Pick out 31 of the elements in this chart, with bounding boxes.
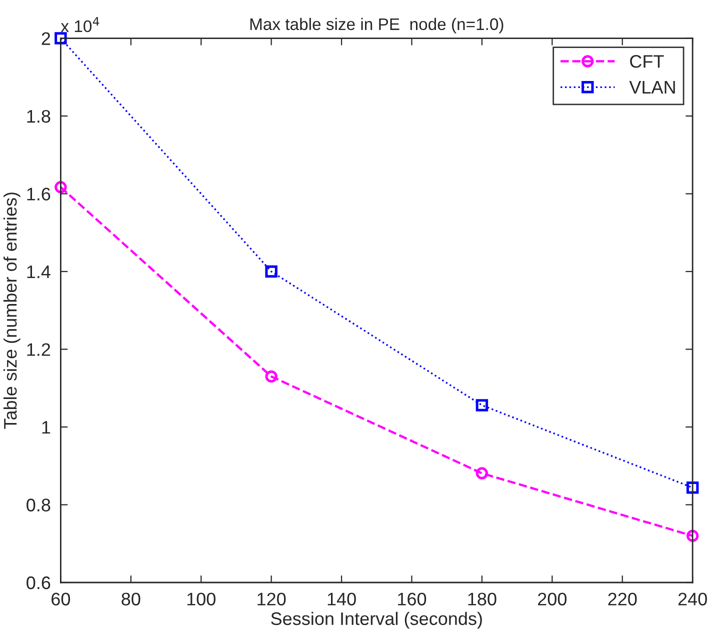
x-tick-label: 240 [678,592,707,606]
legend-label: CFT [630,55,664,68]
y-axis-title: Table size (number of entries) [3,192,20,429]
y-tick-label: 1 [42,421,50,434]
point [686,482,699,494]
x-tick-label: 200 [538,592,567,606]
x-tick-label: 160 [398,592,426,606]
y-tick-label: 0.6 [26,576,50,590]
y-tick-label: 0.8 [26,498,50,512]
point [265,265,278,278]
x-tick-label: 180 [468,592,496,606]
point [54,181,67,194]
y-tick-label: 1.2 [27,343,50,356]
point [476,399,488,412]
x-tick-label: 80 [122,592,140,606]
x-tick-label: 120 [258,592,286,606]
point [265,370,278,383]
x-tick-label: 100 [187,592,216,606]
x-axis-title: Session Interval (seconds) [271,612,482,629]
y-tick-label: 1.6 [27,188,50,200]
x-tick-label: 220 [608,592,637,606]
y-tick-label: 1.4 [27,266,50,278]
point [476,467,488,480]
point [686,530,699,542]
x-tick-label: 140 [328,592,356,606]
chart-title: Max table size in PE node (n=1.0) [250,18,504,34]
text: x 10$^{4}$ [60,17,100,32]
x-tick-label: 60 [52,592,70,606]
y-tick-label: 2 [42,32,50,45]
legend-label: VLAN [629,81,675,94]
y-tick-label: 1.8 [27,110,50,123]
